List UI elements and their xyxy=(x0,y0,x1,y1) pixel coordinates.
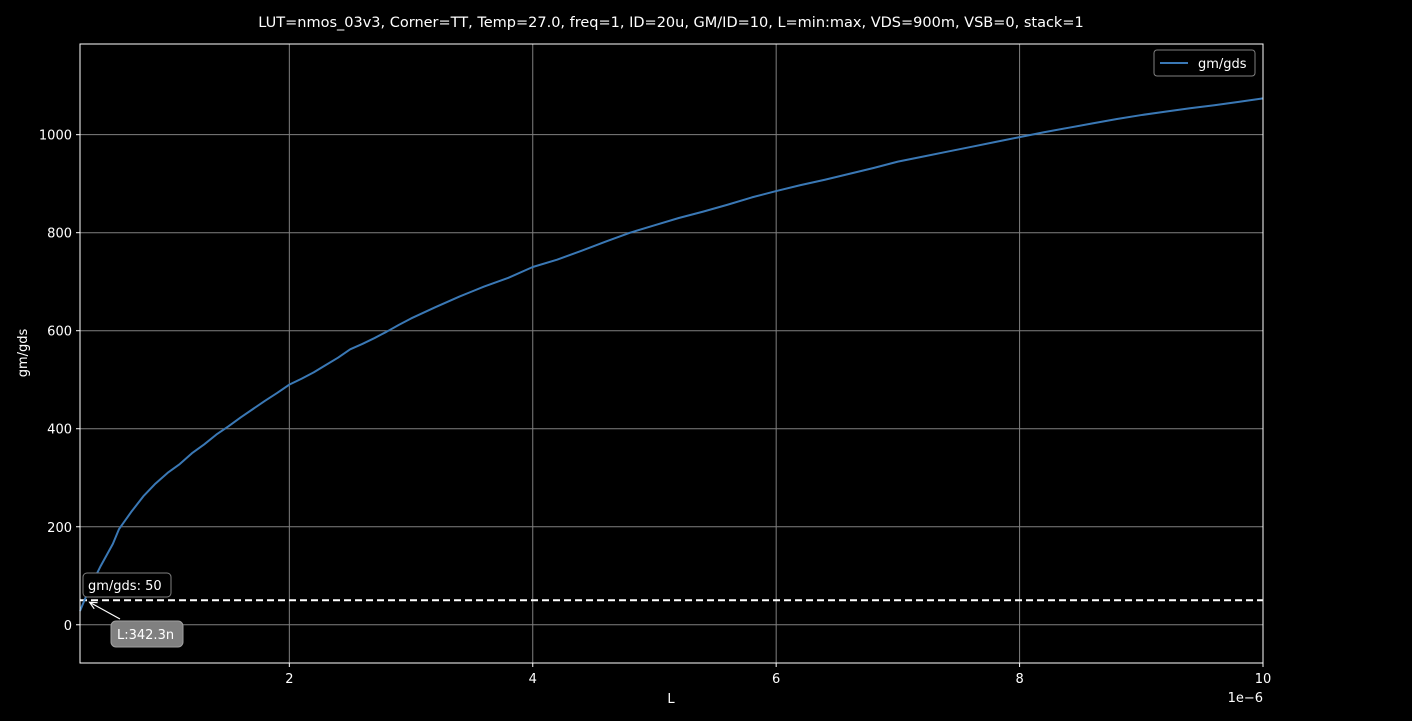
annotations: gm/gds: 50 L:342.3n xyxy=(82,572,184,648)
legend: gm/gds xyxy=(1153,49,1256,77)
legend-label: gm/gds xyxy=(1198,57,1247,72)
series-group xyxy=(79,97,1264,612)
chart-title: LUT=nmos_03v3, Corner=TT, Temp=27.0, fre… xyxy=(258,15,1083,31)
x-tick-label: 2 xyxy=(285,672,293,687)
x-tick-label: 10 xyxy=(1255,672,1272,687)
y-tick-label: 1000 xyxy=(39,129,72,144)
y-axis-label: gm/gds xyxy=(16,328,31,377)
y-tick-label: 0 xyxy=(64,619,72,634)
y-tick-label: 800 xyxy=(47,227,72,242)
x-axis-label: L xyxy=(667,692,675,707)
annotation-arrow-shaft xyxy=(89,601,121,620)
annotation-arrow-head xyxy=(88,601,98,610)
y-tick-label: 400 xyxy=(47,423,72,438)
x-axis-offset-label: 1e−6 xyxy=(1228,691,1263,706)
hline-label: gm/gds: 50 xyxy=(88,579,162,594)
x-tick-label: 8 xyxy=(1015,672,1023,687)
x-tick-label: 6 xyxy=(772,672,780,687)
point-label-box xyxy=(110,620,184,648)
y-tick-label: 600 xyxy=(47,325,72,340)
y-tick-label: 200 xyxy=(47,521,72,536)
hline-label-box xyxy=(82,572,172,598)
plot-frame xyxy=(79,43,1264,664)
x-tick-label: 4 xyxy=(529,672,537,687)
point-label: L:342.3n xyxy=(117,628,174,643)
series-line-gm-gds xyxy=(79,97,1264,612)
axis-ticks: 2 4 6 8 10 0 200 400 600 800 1000 xyxy=(39,129,1271,687)
legend-box xyxy=(1153,49,1256,77)
